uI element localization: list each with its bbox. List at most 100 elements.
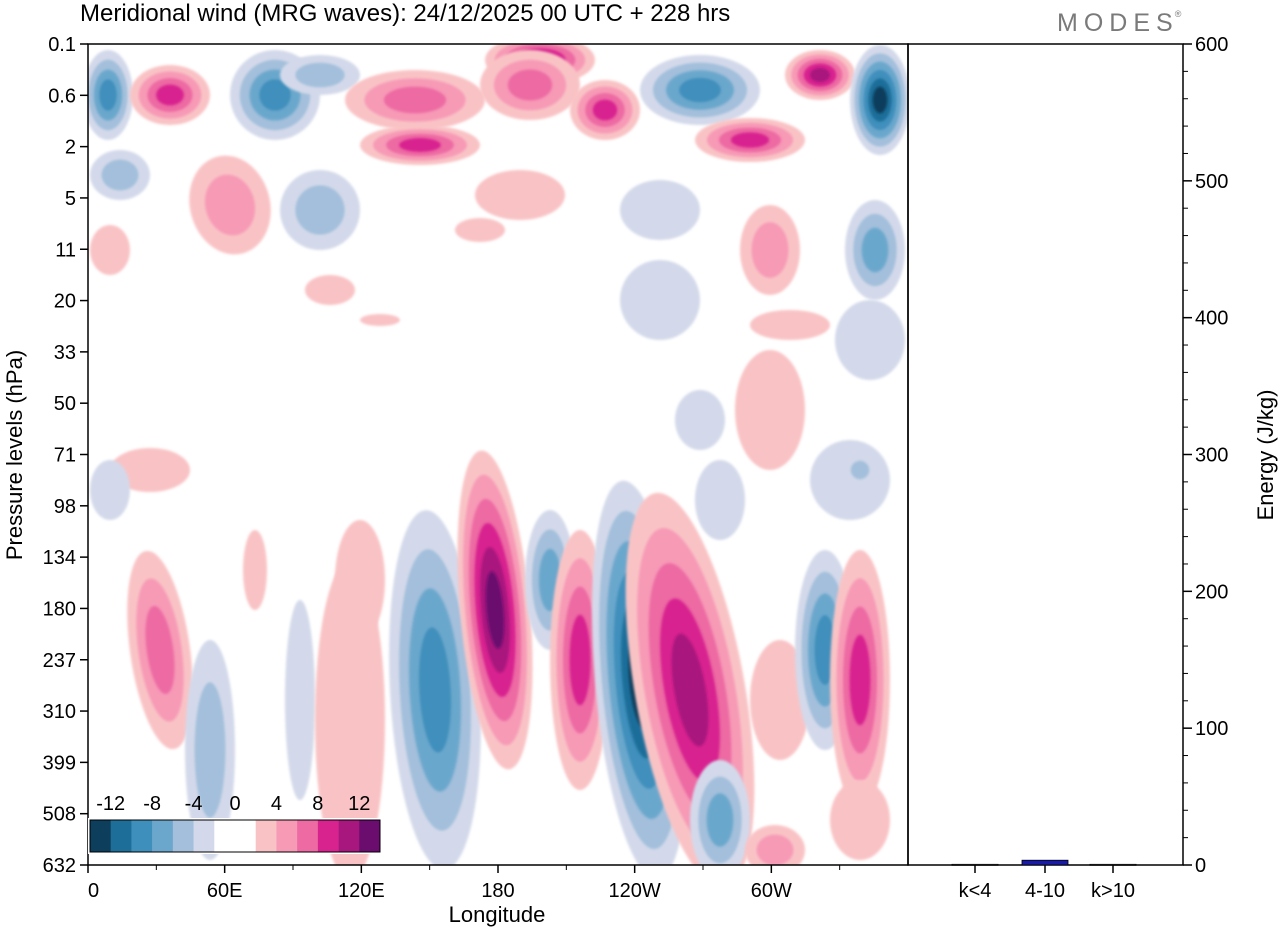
contour-level--4: [679, 77, 721, 103]
wind-anomaly-pos-7: [480, 50, 580, 120]
wind-anomaly-neg-2: [230, 50, 320, 140]
wind-anomaly-neg-23: [835, 300, 905, 380]
colorbar-swatch: [172, 820, 194, 852]
colorbar-frame: [89, 819, 381, 853]
wind-anomaly-pos-14: [189, 155, 271, 255]
colorbar-swatch: [214, 820, 236, 852]
x-tick-label: 60W: [751, 880, 792, 902]
wind-anomaly-pos-27: [110, 448, 190, 492]
contour-level-3: [383, 86, 447, 114]
colorbar-label: -8: [143, 793, 161, 815]
y-tick-label: 399: [43, 752, 76, 774]
contour-level-4: [730, 132, 770, 148]
colorbar-swatch: [338, 820, 360, 852]
wind-anomaly-pos-47: [830, 550, 890, 810]
wind-anomaly-neg-15: [280, 170, 360, 250]
contour-level--3: [706, 793, 734, 847]
contour-level--2: [295, 185, 345, 235]
contour-level-1: [110, 448, 190, 492]
wind-anomaly-pos-51: [830, 780, 890, 860]
wind-anomaly-neg-3: [280, 55, 360, 95]
contour-level--4: [259, 79, 291, 111]
colorbar-swatch: [235, 820, 257, 852]
x-tick-label: 120W: [609, 880, 661, 902]
colorbar-label: 0: [229, 793, 240, 815]
pressure-axis: 0.1 0.6 2 5 11 20 33 50 71 98 134 180 237 310 399 508 63…: [43, 34, 88, 877]
contour-level-4: [569, 614, 591, 706]
wind-anomaly-pos-8: [570, 80, 640, 140]
y-tick-label: 98: [54, 496, 76, 518]
y-tick-label: 71: [54, 445, 76, 467]
contour-level-1: [90, 225, 130, 275]
energy-tick-label: 400: [1195, 308, 1228, 330]
wind-anomaly-neg-13: [90, 150, 150, 200]
wind-anomaly-neg-31: [90, 460, 130, 520]
x-tick-label: 120E: [338, 880, 385, 902]
wind-anomaly-neg-38: [389, 510, 481, 865]
contour-level-4: [849, 634, 871, 726]
wind-anomaly-pos-10: [785, 50, 855, 100]
y-tick-label: 20: [54, 291, 76, 313]
wind-anomaly-pos-26: [360, 314, 400, 326]
wind-anomaly-neg-24: [620, 260, 700, 340]
contour-level-1: [243, 530, 267, 610]
wind-anomaly-pos-4: [345, 70, 485, 130]
wind-anomaly-neg-17: [620, 180, 700, 240]
wind-anomaly-neg-48: [695, 460, 745, 540]
contour-level-1: [830, 780, 890, 860]
contour-level--1: [695, 460, 745, 540]
contour-level--1: [620, 260, 700, 340]
wind-anomaly-pos-18: [740, 205, 800, 295]
colorbar-swatch: [90, 820, 112, 852]
y-tick-label: 134: [43, 547, 76, 569]
wind-anomaly-pos-12: [695, 118, 805, 162]
contour-level-4: [156, 84, 184, 106]
energy-category-label: k<4: [959, 880, 992, 902]
y-tick-label: 2: [65, 137, 76, 159]
wind-anomaly-neg-49: [845, 455, 875, 485]
contour-level-1: [360, 314, 400, 326]
wind-anomaly-neg-29: [675, 390, 725, 450]
energy-tick-label: 600: [1195, 34, 1228, 56]
x-tick-label: 60E: [207, 880, 243, 902]
colorbar-swatch: [110, 820, 132, 852]
contour-level--3: [861, 227, 889, 273]
wind-anomaly-pos-28: [735, 350, 805, 470]
colorbar-label: 4: [271, 793, 282, 815]
contour-level-5: [671, 633, 709, 747]
y-tick-label: 237: [43, 650, 76, 672]
contour-level-2: [204, 174, 256, 236]
energy-tick-label: 300: [1195, 445, 1228, 467]
wind-anomaly-pos-50: [745, 825, 805, 865]
chart-title: Meridional wind (MRG waves): 24/12/2025 …: [80, 0, 731, 27]
colorbar-label: -12: [96, 793, 125, 815]
contour-level--4: [419, 627, 451, 753]
logo-mark: ®: [1174, 9, 1182, 19]
wind-anomaly-pos-16: [475, 170, 565, 220]
y-axis-title: Pressure levels (hPa): [2, 350, 27, 560]
wind-anomaly-neg-34: [285, 600, 315, 800]
colorbar-swatch: [297, 820, 319, 852]
wind-anomaly-pos-1: [130, 65, 210, 125]
contour-level-2: [751, 222, 789, 278]
contour-level--2: [295, 62, 345, 88]
y-tick-label: 5: [65, 188, 76, 210]
energy-tick-label: 200: [1195, 581, 1228, 603]
energy-category-label: k>10: [1091, 880, 1135, 902]
wind-anomaly-pos-22: [750, 310, 830, 340]
wind-anomaly-neg-33: [185, 640, 235, 860]
contour-level--1: [90, 460, 130, 520]
energy-bars: k<4 4-10 k>10: [951, 859, 1137, 902]
modes-logo: MODES®: [1057, 9, 1181, 38]
y-tick-label: 50: [54, 393, 76, 415]
contour-level-4: [592, 99, 618, 121]
wind-anomaly-pos-35: [243, 530, 267, 610]
colorbar: -12 -8 -4 0 4 8 12: [88, 793, 382, 854]
energy-axis: 0 100 200 300 400 500 600: [1183, 34, 1228, 877]
y-tick-label: 310: [43, 701, 76, 723]
contour-level-1: [750, 310, 830, 340]
contour-level-5: [810, 67, 830, 83]
y-tick-label: 632: [43, 855, 76, 877]
colorbar-label: -4: [185, 793, 203, 815]
